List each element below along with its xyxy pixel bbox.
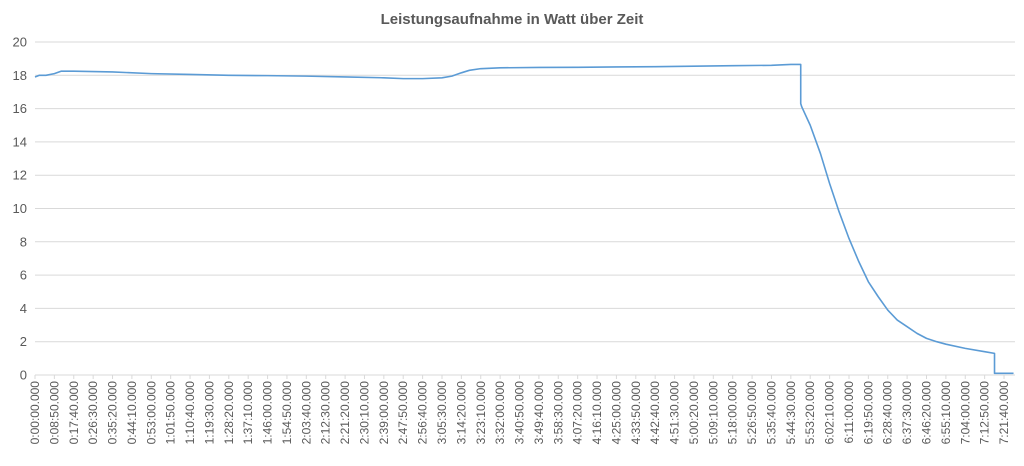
x-tick-label: 0:00:00.000 bbox=[28, 381, 42, 445]
x-tick-label: 1:46:00.000 bbox=[261, 381, 275, 445]
chart-title: Leistungsaufnahme in Watt über Zeit bbox=[381, 11, 644, 28]
x-tick-label: 6:02:10.000 bbox=[823, 381, 837, 445]
x-tick-label: 1:28:20.000 bbox=[222, 381, 236, 445]
x-tick-label: 4:33:50.000 bbox=[629, 381, 643, 445]
x-tick-label: 0:17:40.000 bbox=[67, 381, 81, 445]
x-tick-label: 0:08:50.000 bbox=[47, 381, 61, 445]
series-layer bbox=[34, 63, 1014, 375]
x-tick-label: 2:47:50.000 bbox=[396, 381, 410, 445]
x-tick-label: 1:37:10.000 bbox=[241, 381, 255, 445]
x-tick-label: 1:01:50.000 bbox=[164, 381, 178, 445]
x-tick-label: 6:11:00.000 bbox=[842, 381, 856, 444]
x-tick-label: 2:30:10.000 bbox=[357, 381, 371, 445]
x-tick-label: 1:54:50.000 bbox=[280, 381, 294, 445]
x-tick-label: 2:56:40.000 bbox=[416, 381, 430, 445]
x-tick-label: 3:05:30.000 bbox=[435, 381, 449, 445]
x-tick-label: 2:39:00.000 bbox=[377, 381, 391, 445]
x-tick-label: 0:53:00.000 bbox=[144, 381, 158, 445]
x-tick-label: 6:37:30.000 bbox=[900, 381, 914, 445]
x-tick-label: 3:32:00.000 bbox=[493, 381, 507, 445]
x-tick-label: 2:21:20.000 bbox=[338, 381, 352, 445]
series-line-0 bbox=[34, 63, 1014, 375]
x-tick-label: 5:53:20.000 bbox=[803, 381, 817, 445]
y-tick-label: 16 bbox=[13, 101, 27, 116]
y-tick-label: 20 bbox=[13, 35, 27, 50]
x-tick-label: 6:55:10.000 bbox=[939, 381, 953, 445]
y-tick-label: 2 bbox=[20, 334, 27, 349]
x-tick-label: 5:26:50.000 bbox=[745, 381, 759, 445]
x-tick-label: 5:09:10.000 bbox=[706, 381, 720, 445]
x-tick-label: 4:51:30.000 bbox=[668, 381, 682, 445]
x-tick-label: 7:04:00.000 bbox=[958, 381, 972, 445]
x-tick-label: 5:00:20.000 bbox=[687, 381, 701, 445]
x-tick-label: 6:19:50.000 bbox=[861, 381, 875, 445]
gridlines bbox=[35, 41, 1015, 376]
y-axis-ticks: 0 2 4 6 8 10 12 14 16 18 20 bbox=[13, 35, 27, 383]
y-tick-label: 8 bbox=[20, 234, 27, 249]
x-tick-label: 3:49:40.000 bbox=[532, 381, 546, 445]
x-tick-label: 3:14:20.000 bbox=[454, 381, 468, 445]
x-tick-label: 1:19:30.000 bbox=[202, 381, 216, 445]
x-tick-label: 0:26:30.000 bbox=[86, 381, 100, 445]
x-tick-label: 3:40:50.000 bbox=[513, 381, 527, 445]
x-tick-label: 4:16:10.000 bbox=[590, 381, 604, 445]
x-tick-label: 4:25:00.000 bbox=[609, 381, 623, 445]
y-tick-label: 12 bbox=[13, 168, 27, 183]
x-tick-label: 2:12:30.000 bbox=[319, 381, 333, 445]
x-tick-label: 6:46:20.000 bbox=[920, 381, 934, 445]
x-tick-label: 1:10:40.000 bbox=[183, 381, 197, 445]
x-tick-label: 7:12:50.000 bbox=[978, 381, 992, 445]
x-tick-label: 3:23:10.000 bbox=[474, 381, 488, 445]
x-tick-label: 4:07:20.000 bbox=[571, 381, 585, 445]
x-tick-label: 5:44:30.000 bbox=[784, 381, 798, 445]
x-tick-label: 5:35:40.000 bbox=[764, 381, 778, 445]
x-tick-label: 7:21:40.000 bbox=[997, 381, 1011, 445]
y-tick-label: 14 bbox=[13, 134, 27, 149]
x-tick-label: 6:28:40.000 bbox=[881, 381, 895, 445]
x-tick-label: 5:18:00.000 bbox=[726, 381, 740, 445]
y-tick-label: 6 bbox=[20, 268, 27, 283]
x-axis-ticks: 0:00:00.000 0:08:50.000 0:17:40.000 0:26:30… bbox=[28, 375, 1011, 444]
y-tick-label: 18 bbox=[13, 68, 27, 83]
x-tick-label: 3:58:30.000 bbox=[551, 381, 565, 445]
y-tick-label: 0 bbox=[20, 368, 27, 383]
x-tick-label: 4:42:40.000 bbox=[648, 381, 662, 445]
x-tick-label: 2:03:40.000 bbox=[299, 381, 313, 445]
x-tick-label: 0:44:10.000 bbox=[125, 381, 139, 445]
y-tick-label: 4 bbox=[20, 301, 27, 316]
y-tick-label: 10 bbox=[13, 201, 27, 216]
x-tick-label: 0:35:20.000 bbox=[106, 381, 120, 445]
